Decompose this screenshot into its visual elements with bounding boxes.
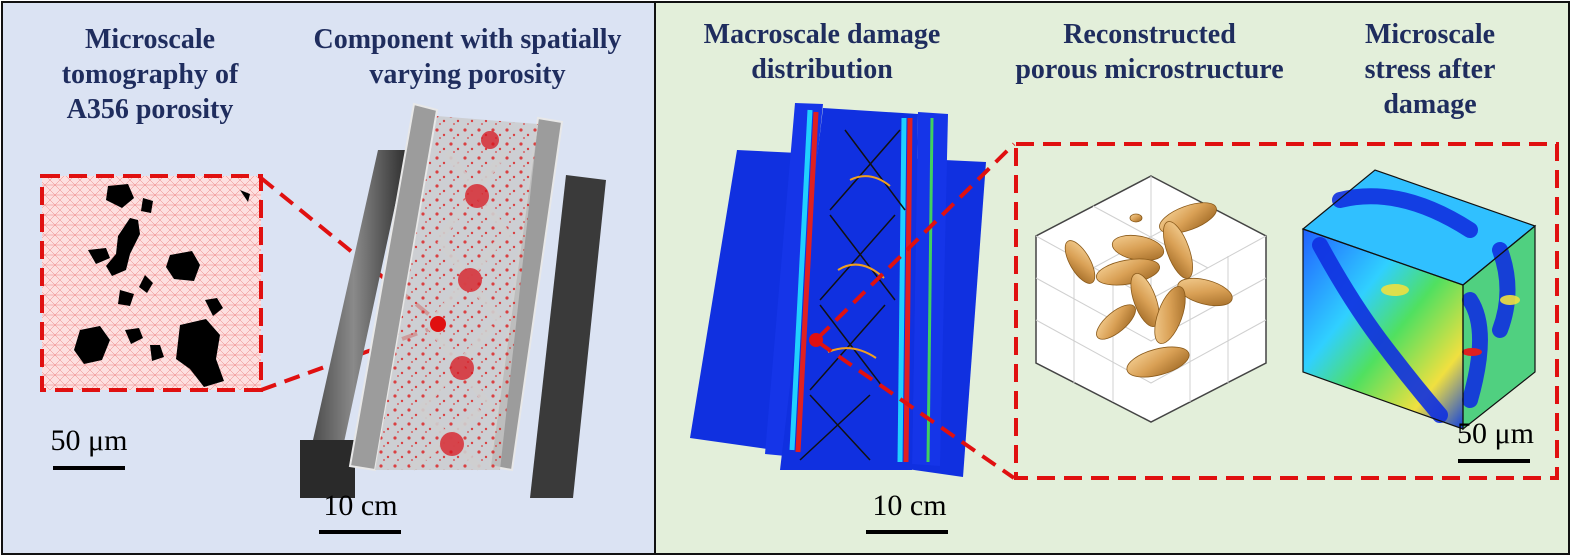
header-microscale-tomography: Microscale tomography of A356 porosity (61, 24, 239, 125)
scale-bar-macro-right (866, 530, 948, 534)
scale-label-micro-left: 50 μm (50, 424, 128, 457)
right-connector-lines (816, 142, 1016, 480)
porous-component (300, 102, 606, 498)
header-macroscale-damage: Macroscale damage distribution (703, 19, 941, 85)
reconstructed-microstructure (1035, 175, 1267, 423)
header-reconstructed-microstructure: Reconstructed porous microstructure (1015, 19, 1284, 85)
macroscale-damage-model (690, 103, 986, 477)
header-component-porosity: Component with spatially varying porosit… (313, 24, 622, 90)
micro-highlight-box (1014, 142, 1559, 480)
scale-bar-macro-left (319, 530, 401, 534)
scale-label-macro-left: 10 cm (323, 489, 398, 522)
tomography-inset (40, 174, 263, 392)
header-micro-stress: Microscale stress after damage (1364, 19, 1496, 120)
pore-blobs (74, 184, 250, 387)
microscale-stress-cube (1301, 169, 1537, 431)
scale-label-micro-right: 50 μm (1457, 417, 1534, 450)
scale-bar-micro-right (1458, 459, 1530, 463)
scale-bar-micro-left (53, 466, 125, 470)
scale-label-macro-right: 10 cm (872, 489, 947, 522)
